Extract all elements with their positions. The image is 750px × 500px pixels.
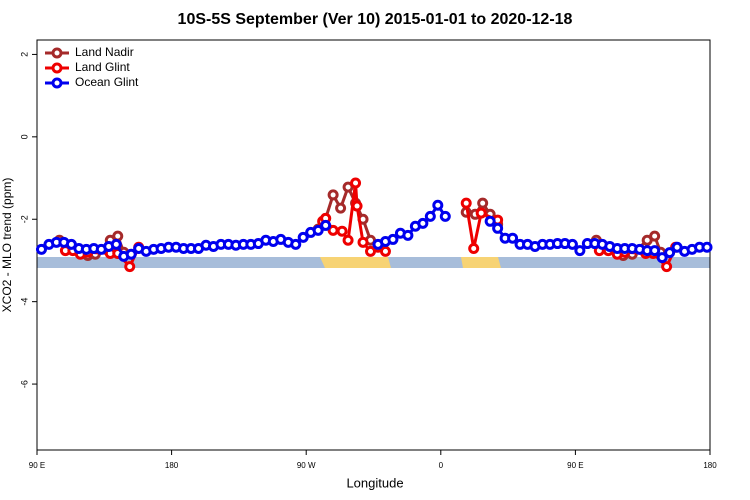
point [312,224,324,236]
point [112,230,124,242]
point [379,245,391,257]
point [460,197,472,209]
point [290,238,302,250]
legend-label: Ocean Glint [75,75,139,89]
point [484,215,496,227]
point [351,200,363,212]
point [477,197,489,209]
point [387,233,399,245]
point [492,222,504,234]
land-band [320,257,391,268]
point [336,225,348,237]
legend-label: Land Glint [75,60,130,74]
point [432,199,444,211]
point [357,236,369,248]
point [661,261,673,273]
point [507,232,519,244]
point [297,231,309,243]
point [335,202,347,214]
point [468,243,480,255]
point [320,219,332,231]
point [124,261,136,273]
x-axis-title: Longitude [346,475,403,490]
legend-marker [51,77,63,89]
legend-marker [51,47,63,59]
land-mask [37,257,710,268]
point [35,243,47,255]
land-band [461,257,501,268]
legend-marker [51,62,63,74]
point [574,245,586,257]
point [402,229,414,241]
y-tick-label: 0 [19,134,29,139]
point [350,177,362,189]
x-tick-label: 180 [703,461,717,470]
point [439,210,451,222]
y-tick-label: -6 [19,380,29,388]
point [664,247,676,259]
point [701,241,713,253]
x-tick-label: 180 [165,461,179,470]
point [417,217,429,229]
x-tick-label: 90 E [29,461,45,470]
y-tick-label: -2 [19,215,29,223]
x-tick-label: 0 [439,461,444,470]
point [424,210,436,222]
legend-label: Land Nadir [75,45,134,59]
point [327,189,339,201]
point [649,230,661,242]
y-tick-label: 2 [19,52,29,57]
point [125,248,137,260]
point [566,238,578,250]
x-tick-label: 90 W [297,461,316,470]
point [649,245,661,257]
x-tick-label: 90 E [567,461,583,470]
y-tick-label: -4 [19,298,29,306]
point [475,207,487,219]
point [110,238,122,250]
chart-title: 10S-5S September (Ver 10) 2015-01-01 to … [178,11,573,28]
point [342,234,354,246]
y-axis-title: XCO2 - MLO trend (ppm) [0,178,14,313]
point [656,252,668,264]
